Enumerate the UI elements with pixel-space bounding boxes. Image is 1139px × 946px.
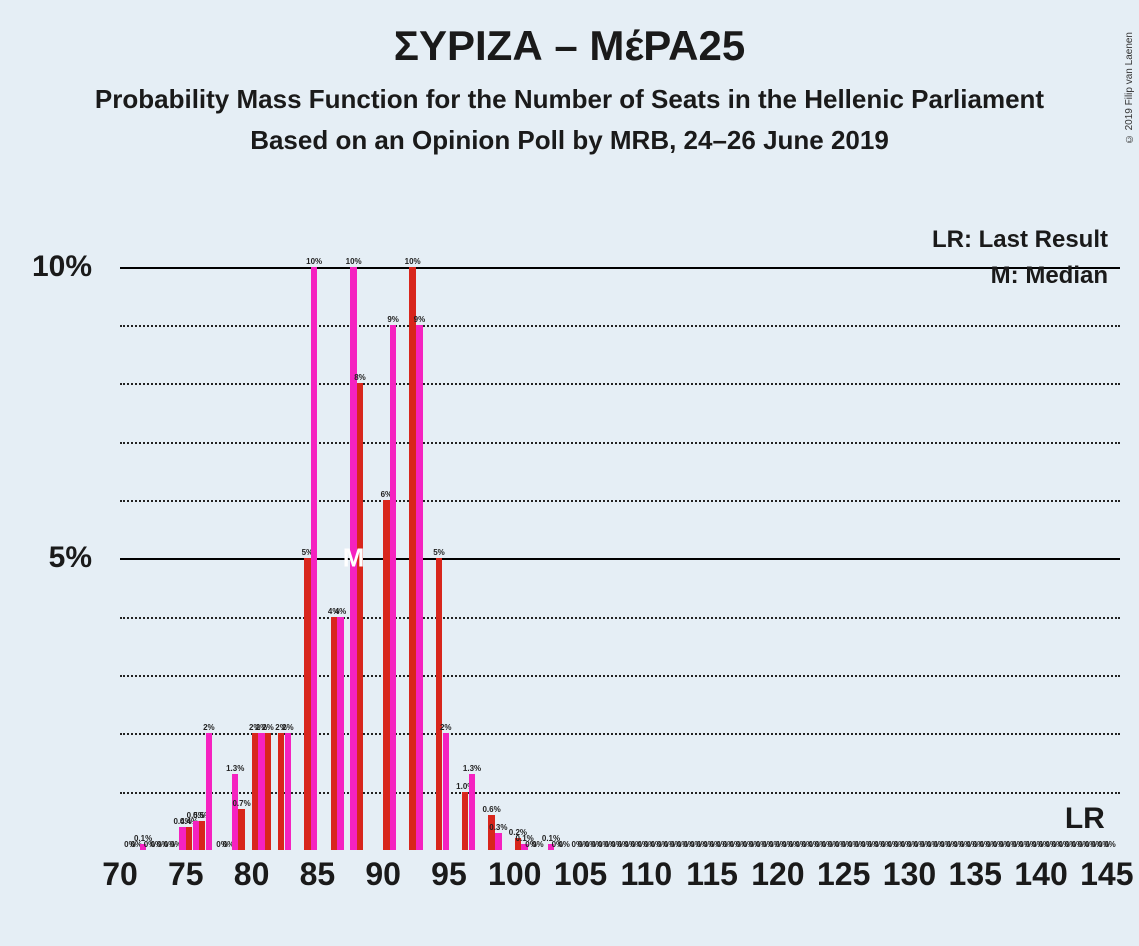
x-tick-label: 130 [883,856,936,893]
bar-red: 0.5% [199,821,205,850]
plot-area: 5%10% 0%0%0.1%0%0%0%0%0%0.4%0.4%0.5%0.5%… [120,220,1120,850]
bar-label: 0.3% [489,823,507,832]
x-tick-label: 135 [949,856,1002,893]
x-tick-label: 120 [751,856,804,893]
x-tick-label: 105 [554,856,607,893]
bar-label: 10% [306,257,322,266]
bar-label: 1.3% [226,764,244,773]
bars-container: 0%0%0.1%0%0%0%0%0%0.4%0.4%0.5%0.5%2%0%0%… [120,220,1120,850]
x-tick-label: 70 [102,856,138,893]
bar-label: 1.3% [463,764,481,773]
bar-red: 1.0% [462,792,468,850]
chart-title: ΣΥΡΙΖΑ – ΜέΡΑ25 [0,22,1139,70]
x-tick-label: 140 [1014,856,1067,893]
legend-lr: LR: Last Result [932,226,1108,254]
bar-red: 10% [409,267,415,850]
x-tick-label: 80 [234,856,270,893]
bar-red: 0.4% [186,827,192,850]
bar-label: 9% [414,315,426,324]
y-tick-label: 10% [32,250,92,284]
bar-red: 4% [331,617,337,850]
x-tick-label: 125 [817,856,870,893]
bar-pink: 4% [337,617,343,850]
bar-red: 2% [278,733,284,850]
copyright-text: © 2019 Filip van Laenen [1124,32,1135,144]
x-axis: 7075808590951001051101151201251301351401… [120,856,1120,896]
bar-pink: 9% [390,325,396,850]
bar-label: 0.7% [232,799,250,808]
bar-pink: 10% [311,267,317,850]
bar-label: 0% [1104,840,1116,849]
x-tick-label: 110 [621,856,673,893]
y-tick-label: 5% [49,541,92,575]
bar-label: 2% [440,723,452,732]
bar-pink: 2% [443,733,449,850]
bar-red: 2% [265,733,271,850]
bar-label: 2% [203,723,215,732]
bar-label: 4% [335,607,347,616]
bar-label: 2% [262,723,274,732]
x-tick-label: 115 [686,856,738,893]
bar-red: 0.7% [238,809,244,850]
x-tick-label: 75 [168,856,204,893]
bar-label: 0% [558,840,570,849]
median-marker: M [343,543,365,574]
bar-red: 5% [304,558,310,850]
bar-red: 8% [357,383,363,850]
bar-label: 2% [282,723,294,732]
lr-marker: LR [1065,802,1105,836]
bar-label: 0.6% [482,805,500,814]
bar-label: 8% [354,373,366,382]
bar-label: 10% [405,257,421,266]
bar-red: 6% [383,500,389,850]
bar-red: 0.6% [488,815,494,850]
bar-label: 10% [346,257,362,266]
bar-label: 5% [433,548,445,557]
x-tick-label: 85 [300,856,336,893]
bar-red: 5% [436,558,442,850]
x-tick-label: 90 [365,856,401,893]
chart-subtitle-1: Probability Mass Function for the Number… [0,84,1139,115]
chart-subtitle-2: Based on an Opinion Poll by MRB, 24–26 J… [0,125,1139,156]
bar-pink: 9% [416,325,422,850]
bar-pink: 1.3% [469,774,475,850]
bar-pink: 2% [285,733,291,850]
x-tick-label: 95 [431,856,467,893]
bar-pink: 0.3% [495,833,501,851]
bar-red: 2% [252,733,258,850]
x-tick-label: 100 [488,856,541,893]
x-tick-label: 145 [1080,856,1133,893]
bar-label: 9% [387,315,399,324]
bar-pink: 2% [206,733,212,850]
legend-m: M: Median [991,262,1108,290]
